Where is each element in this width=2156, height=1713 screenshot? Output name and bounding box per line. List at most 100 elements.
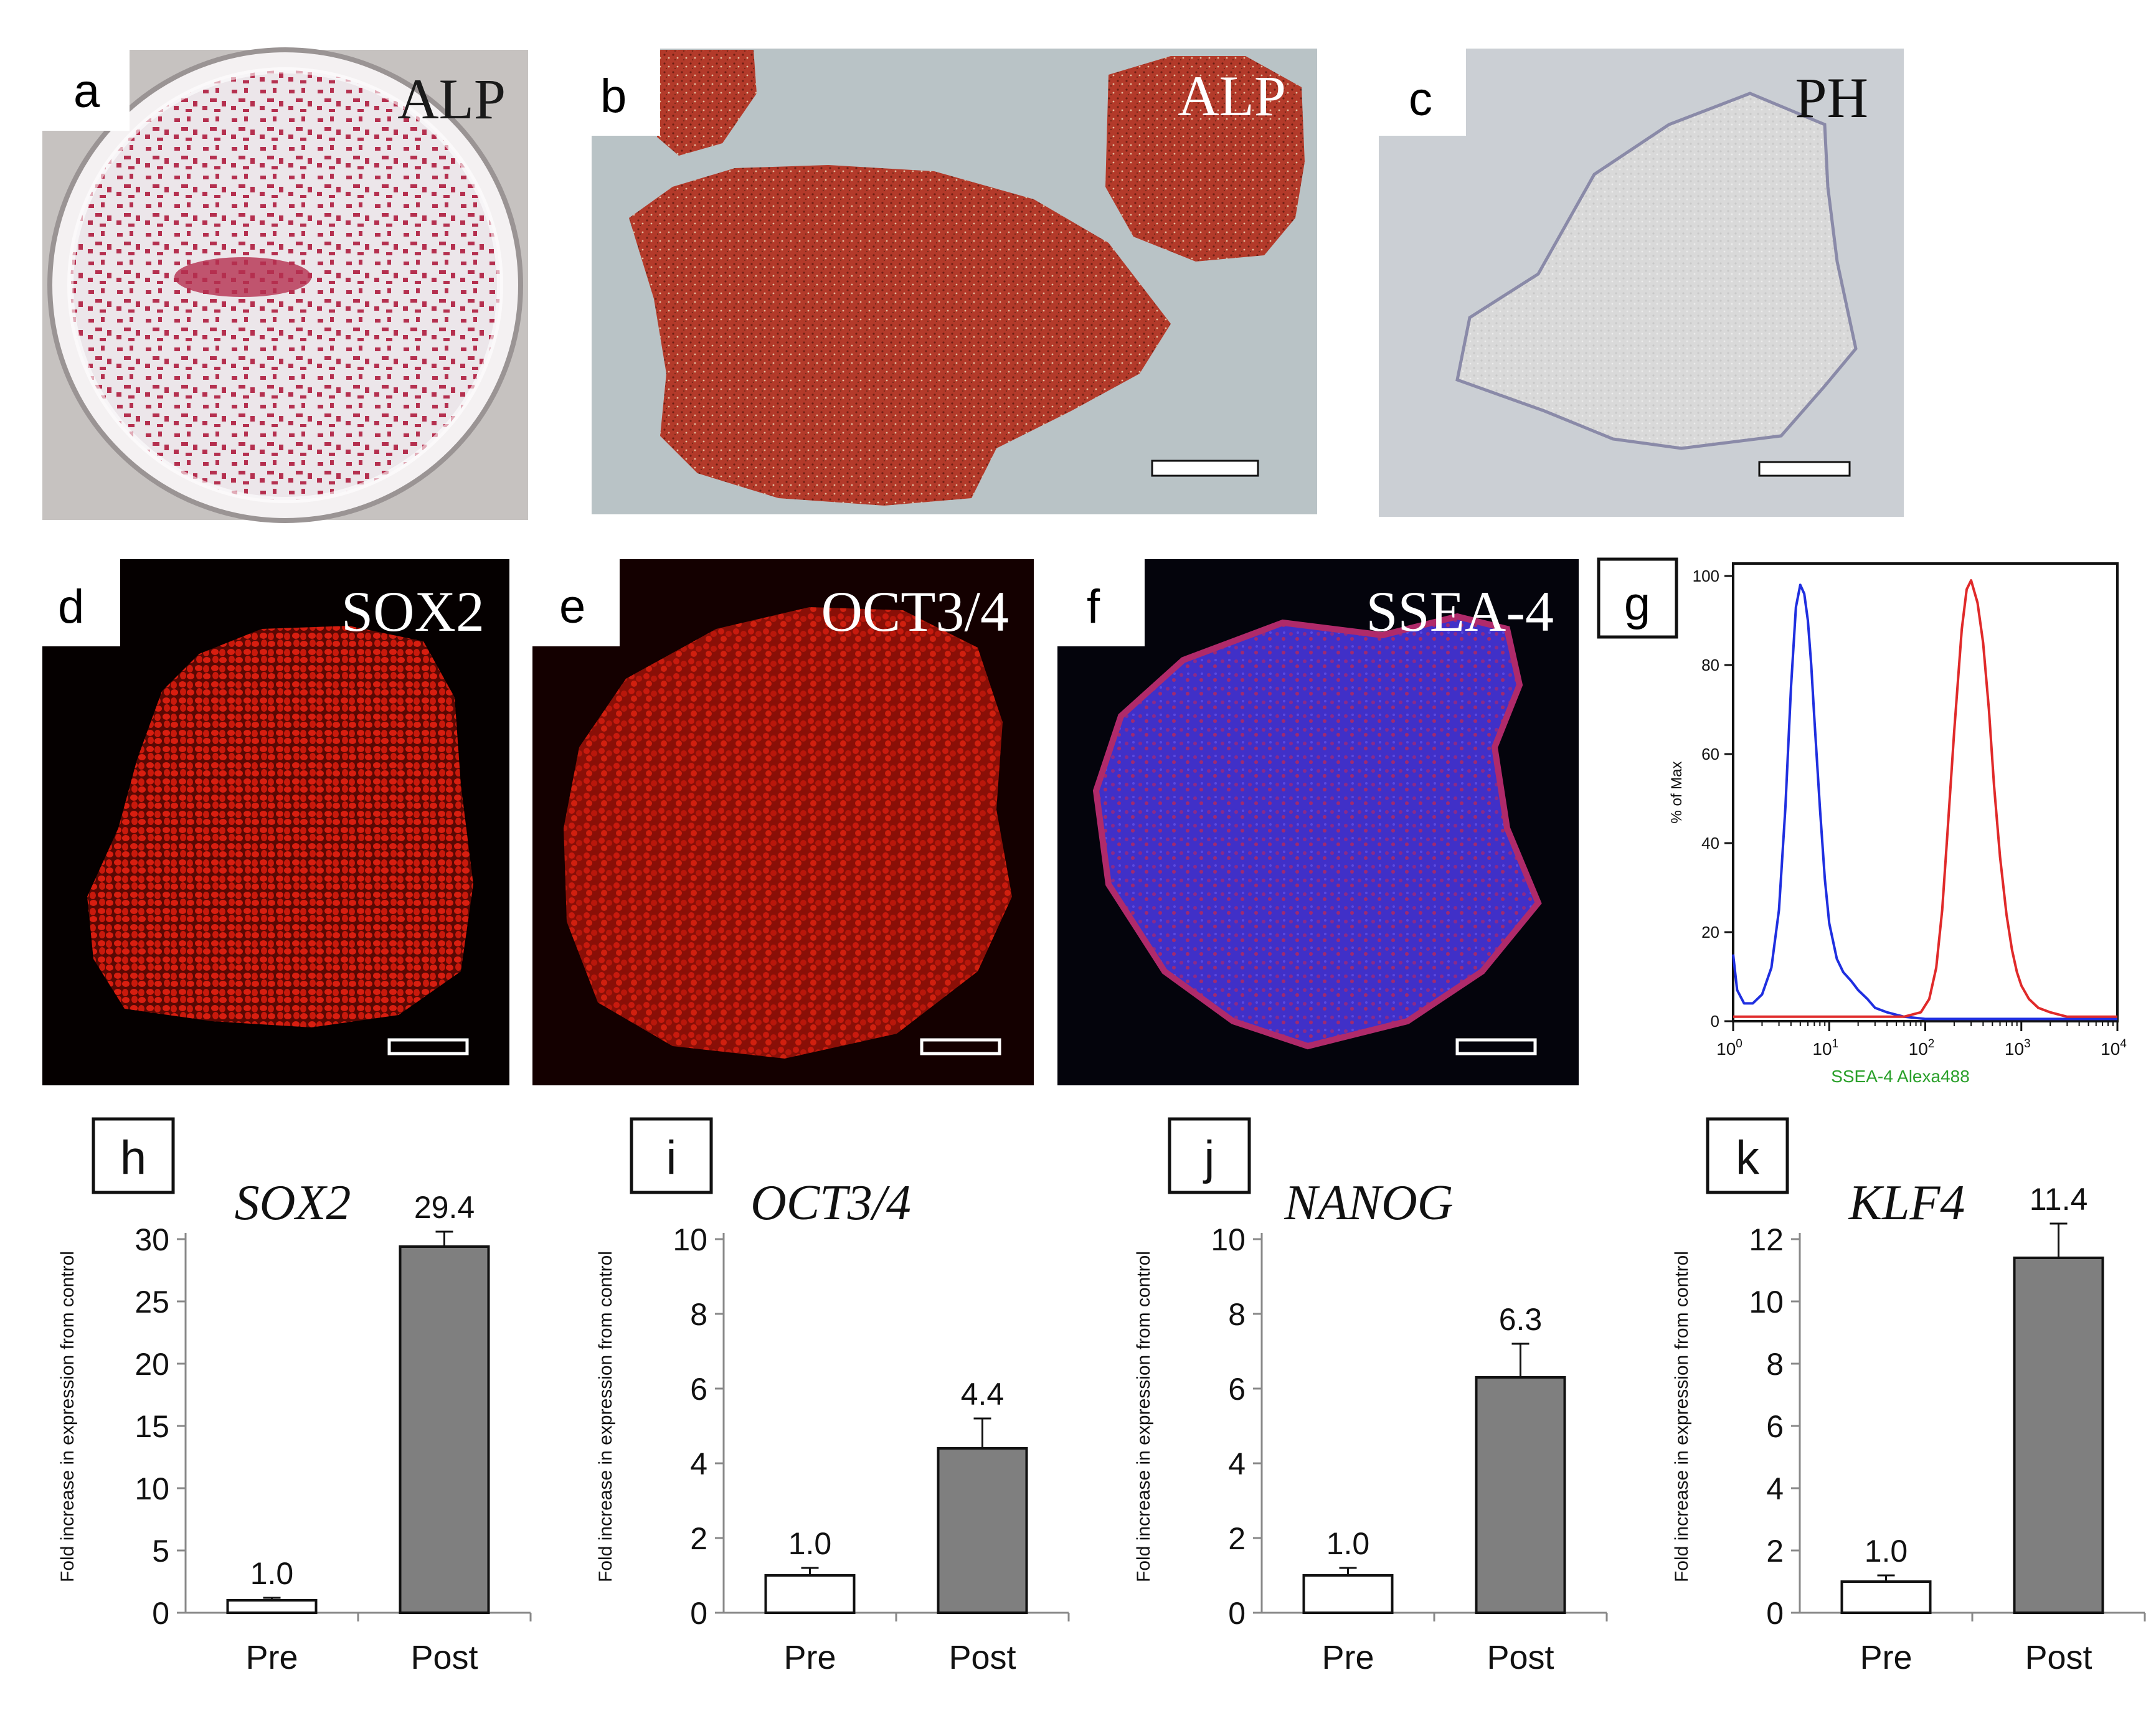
y-tick-label: 30 xyxy=(135,1222,169,1257)
bar-chart-j: j NANOG 0 2 4 6 8 10 Fold increase in expression… xyxy=(1133,1117,1608,1676)
scale-bar xyxy=(920,1038,1001,1055)
y-tick-label: 60 xyxy=(1701,745,1719,763)
y-tick-label: 4 xyxy=(1766,1471,1784,1506)
y-tick-label: 40 xyxy=(1701,834,1719,852)
y-tick-label: 2 xyxy=(690,1521,707,1556)
panel-letter-j: j xyxy=(1203,1131,1215,1184)
y-tick-label: 0 xyxy=(1766,1596,1784,1631)
panel-d-letter-box xyxy=(42,559,120,646)
chart-title: KLF4 xyxy=(1848,1176,1965,1230)
alp-colony-upper-left xyxy=(657,50,757,156)
y-axis-label: Fold increase in expression from control xyxy=(595,1251,616,1582)
scale-bar xyxy=(1758,461,1851,477)
panel-letter-f: f xyxy=(1087,580,1100,633)
histogram-layer: 0 20 40 60 80 100 100 101 102 103 104 % of Max SSEA-… xyxy=(1668,567,2127,1086)
scale-bar xyxy=(1455,1038,1537,1055)
panel-letter-a: a xyxy=(73,65,100,118)
chart-title: OCT3/4 xyxy=(750,1176,911,1230)
y-axis-label: Fold increase in expression from control xyxy=(1671,1251,1692,1582)
data-label-post: 29.4 xyxy=(414,1190,475,1225)
panel-g: g 0 20 40 60 80 100 100 101 102 103 104 % of Max SSE… xyxy=(1597,557,2127,1086)
bar-chart-k: k KLF4 0 2 4 6 8 10 12 Fold increase in expressio… xyxy=(1671,1117,2146,1676)
panel-f-letter-box xyxy=(1057,559,1145,646)
panel-letter-k: k xyxy=(1736,1131,1760,1184)
x-tick-label: 101 xyxy=(1812,1037,1838,1059)
y-tick-label: 0 xyxy=(1711,1012,1719,1031)
data-label-pre: 1.0 xyxy=(250,1556,294,1591)
culture-dish-inner-ring xyxy=(67,67,503,503)
bar-post xyxy=(2013,1257,2104,1614)
y-tick-label: 15 xyxy=(135,1409,169,1444)
x-tick-label: 100 xyxy=(1716,1037,1742,1059)
y-tick-label: 0 xyxy=(1228,1596,1246,1631)
chart-title: NANOG xyxy=(1284,1176,1453,1230)
panel-b-stain-label: ALP xyxy=(1178,64,1286,128)
panel-a: a ALP xyxy=(42,47,528,523)
bar-pre xyxy=(1302,1574,1394,1614)
x-tick-label-post: Post xyxy=(948,1639,1016,1676)
y-tick-label: 25 xyxy=(135,1285,169,1319)
y-tick-label: 10 xyxy=(673,1222,707,1257)
oct34-colony xyxy=(564,607,1012,1059)
panel-h-letter-box xyxy=(92,1117,175,1194)
y-tick-label: 12 xyxy=(1749,1222,1784,1257)
alp-colony-upper-right xyxy=(1105,56,1305,262)
x-tick-label-pre: Pre xyxy=(783,1639,836,1676)
y-tick-label: 10 xyxy=(1211,1222,1246,1257)
bar-pre xyxy=(764,1574,856,1614)
panel-letter-b: b xyxy=(600,70,626,123)
y-tick-label: 6 xyxy=(1228,1372,1246,1407)
y-tick-label: 5 xyxy=(152,1534,169,1569)
y-axis-label: % of Max xyxy=(1668,761,1685,823)
histogram-series-control xyxy=(1732,583,2117,1021)
data-label-post: 11.4 xyxy=(2030,1182,2088,1217)
x-tick-label-post: Post xyxy=(2025,1639,2092,1676)
panel-a-stain-label: ALP xyxy=(397,67,506,131)
alp-colony-main xyxy=(629,165,1171,506)
y-tick-label: 6 xyxy=(1766,1409,1784,1444)
histogram-series-ssea-4 xyxy=(1733,579,2117,1018)
data-label-pre: 1.0 xyxy=(1865,1534,1908,1569)
scale-bar xyxy=(1151,460,1259,477)
data-label-post: 4.4 xyxy=(961,1377,1005,1412)
y-tick-label: 0 xyxy=(152,1596,169,1631)
y-tick-label: 4 xyxy=(690,1446,707,1481)
y-tick-label: 6 xyxy=(690,1372,707,1407)
x-tick-label-post: Post xyxy=(410,1639,478,1676)
x-axis-label: SSEA-4 Alexa488 xyxy=(1831,1067,1970,1086)
panel-letter-g: g xyxy=(1624,577,1650,630)
y-axis-label: Fold increase in expression from control xyxy=(57,1251,78,1582)
y-tick-label: 8 xyxy=(1228,1297,1246,1332)
ssea4-colony xyxy=(1092,613,1542,1050)
panel-j-letter-box xyxy=(1168,1117,1251,1194)
data-label-post: 6.3 xyxy=(1499,1302,1543,1337)
y-tick-label: 2 xyxy=(1766,1534,1784,1569)
panel-letter-h: h xyxy=(120,1131,146,1184)
x-tick-label: 104 xyxy=(2101,1037,2127,1059)
panel-c-stain-label: PH xyxy=(1795,66,1868,130)
panel-c-letter-box xyxy=(1379,49,1466,136)
y-tick-label: 20 xyxy=(135,1347,169,1382)
panel-e-marker-label: OCT3/4 xyxy=(821,580,1009,643)
bar-chart-h: h SOX2 0 5 10 15 20 25 30 Fold increase in expres… xyxy=(57,1117,532,1676)
y-tick-label: 100 xyxy=(1693,567,1719,585)
x-tick-label-pre: Pre xyxy=(1860,1639,1912,1676)
panel-letter-e: e xyxy=(559,580,585,633)
phase-contrast-colony xyxy=(1455,92,1858,450)
y-tick-label: 4 xyxy=(1228,1446,1246,1481)
data-label-pre: 1.0 xyxy=(1326,1526,1370,1561)
panel-e: e OCT3/4 xyxy=(532,559,1034,1085)
y-tick-label: 20 xyxy=(1701,923,1719,941)
y-tick-label: 8 xyxy=(1766,1347,1784,1382)
x-tick-label: 102 xyxy=(1909,1037,1935,1059)
scale-bar xyxy=(387,1038,469,1055)
x-tick-label-pre: Pre xyxy=(1321,1639,1374,1676)
panel-letter-c: c xyxy=(1409,73,1432,126)
panel-b: b ALP xyxy=(592,49,1317,514)
panel-i-letter-box xyxy=(630,1117,713,1194)
y-tick-label: 0 xyxy=(690,1596,707,1631)
panel-e-letter-box xyxy=(532,559,620,646)
bar-chart-i: i OCT3/4 0 2 4 6 8 10 Fold increase in expressio… xyxy=(595,1117,1070,1676)
panel-d: d SOX2 xyxy=(42,559,509,1085)
histogram-plot-frame xyxy=(1732,562,2119,1022)
